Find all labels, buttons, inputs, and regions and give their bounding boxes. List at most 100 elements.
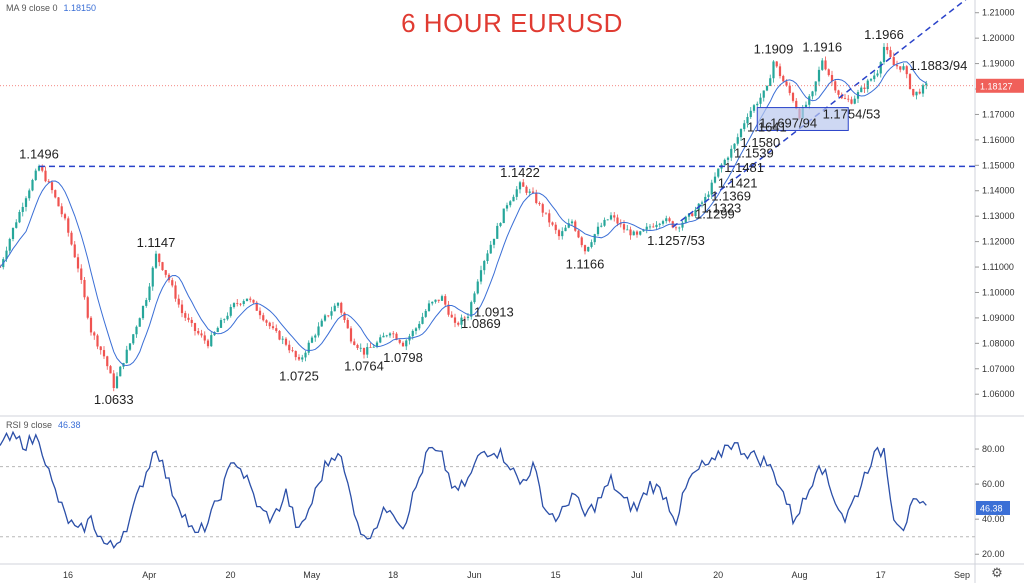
candle-body (8, 238, 11, 251)
time-axis-tick-label: 16 (63, 570, 73, 580)
price-axis-tick-label: 1.07000 (982, 364, 1015, 374)
candle-body (756, 103, 759, 106)
candle-body (609, 215, 613, 220)
candle-body (177, 298, 180, 305)
candle-body (310, 337, 314, 343)
candle-body (226, 315, 229, 320)
candle-body (535, 192, 538, 203)
candle-body (658, 223, 661, 225)
gear-icon[interactable]: ⚙ (991, 565, 1003, 580)
candle-body (772, 61, 775, 79)
candle-body (648, 226, 652, 228)
candle-body (583, 245, 587, 252)
candle-body (655, 224, 658, 228)
candle-body (171, 280, 174, 286)
candle-body (496, 225, 499, 239)
candle-body (83, 279, 86, 298)
candle-body (564, 227, 567, 232)
candle-body (489, 244, 492, 254)
candle-body (613, 215, 616, 218)
candle-body (106, 356, 109, 367)
candle-body (544, 212, 548, 214)
time-axis-tick-label: Sep (954, 570, 970, 580)
candle-body (405, 340, 408, 347)
candle-body (353, 341, 356, 345)
candle-body (206, 340, 210, 347)
price-annotation: 1.1369 (711, 189, 751, 204)
candle-body (411, 330, 414, 337)
candle-body (252, 299, 255, 303)
candle-body (444, 296, 447, 305)
price-annotation: 1.1580 (741, 135, 781, 150)
candle-body (603, 219, 606, 226)
candle-body (892, 57, 895, 66)
time-axis-tick-label: Jul (631, 570, 643, 580)
price-annotation: 1.1754/53 (823, 107, 881, 122)
candle-body (645, 226, 648, 230)
candle-body (450, 314, 453, 318)
candle-body (895, 65, 899, 67)
candle-body (229, 307, 232, 316)
candle-body (704, 196, 707, 203)
candle-body (886, 46, 889, 51)
chart-title: 6 HOUR EURUSD (401, 8, 623, 38)
candle-body (76, 257, 80, 269)
candle-body (184, 313, 187, 318)
price-axis-tick-label: 1.19000 (982, 59, 1015, 69)
candle-body (41, 166, 44, 171)
candle-body (476, 281, 479, 294)
candle-body (284, 338, 288, 345)
rsi-indicator-legend[interactable]: RSI 9 close 46.38 (6, 420, 81, 430)
candle-body (54, 190, 57, 198)
price-axis-tick-label: 1.11000 (982, 262, 1014, 272)
candle-body (447, 304, 450, 315)
candle-body (320, 320, 323, 327)
candle-body (863, 87, 866, 89)
candle-body (876, 73, 879, 76)
candle-body (21, 206, 24, 212)
candle-body (369, 347, 372, 348)
candle-body (362, 347, 366, 355)
candle-body (372, 346, 375, 348)
price-axis-tick-label: 1.08000 (982, 338, 1015, 348)
candle-body (850, 99, 853, 104)
candle-body (388, 333, 392, 336)
candle-body (203, 335, 206, 341)
candle-body (463, 317, 466, 319)
candle-body (323, 315, 327, 321)
candle-body (154, 253, 158, 268)
candle-body (275, 328, 278, 331)
candle-body (200, 333, 203, 336)
candle-body (307, 342, 310, 353)
candle-body (551, 222, 554, 225)
rsi-indicator-value: 46.38 (58, 420, 81, 430)
candle-body (515, 189, 518, 197)
candle-body (730, 148, 733, 158)
candle-body (804, 104, 808, 108)
candle-body (125, 349, 128, 363)
candle-body (684, 216, 687, 223)
candle-body (723, 159, 726, 165)
candle-body (915, 91, 918, 96)
candle-body (359, 347, 362, 349)
candle-body (622, 224, 626, 230)
candle-body (151, 267, 154, 287)
price-annotation: 1.0913 (474, 305, 514, 320)
price-axis-tick-label: 1.21000 (982, 8, 1015, 18)
price-annotation: 1.1481 (724, 160, 764, 175)
price-axis-tick-label: 1.12000 (982, 237, 1015, 247)
candle-body (297, 357, 301, 360)
time-axis-tick-label: 20 (713, 570, 723, 580)
price-annotation: 1.1299 (695, 206, 735, 221)
candle-body (752, 105, 756, 111)
candle-body (795, 100, 798, 109)
candle-body (505, 205, 509, 209)
candle-body (665, 218, 668, 222)
candle-body (294, 351, 297, 358)
candle-body (385, 335, 388, 337)
price-annotation: 1.0869 (461, 316, 501, 331)
candle-body (548, 213, 551, 223)
candle-body (392, 333, 395, 335)
zone-label: 1.1697/94 (759, 115, 817, 130)
ma-indicator-legend[interactable]: MA 9 close 0 1.18150 (6, 3, 96, 13)
